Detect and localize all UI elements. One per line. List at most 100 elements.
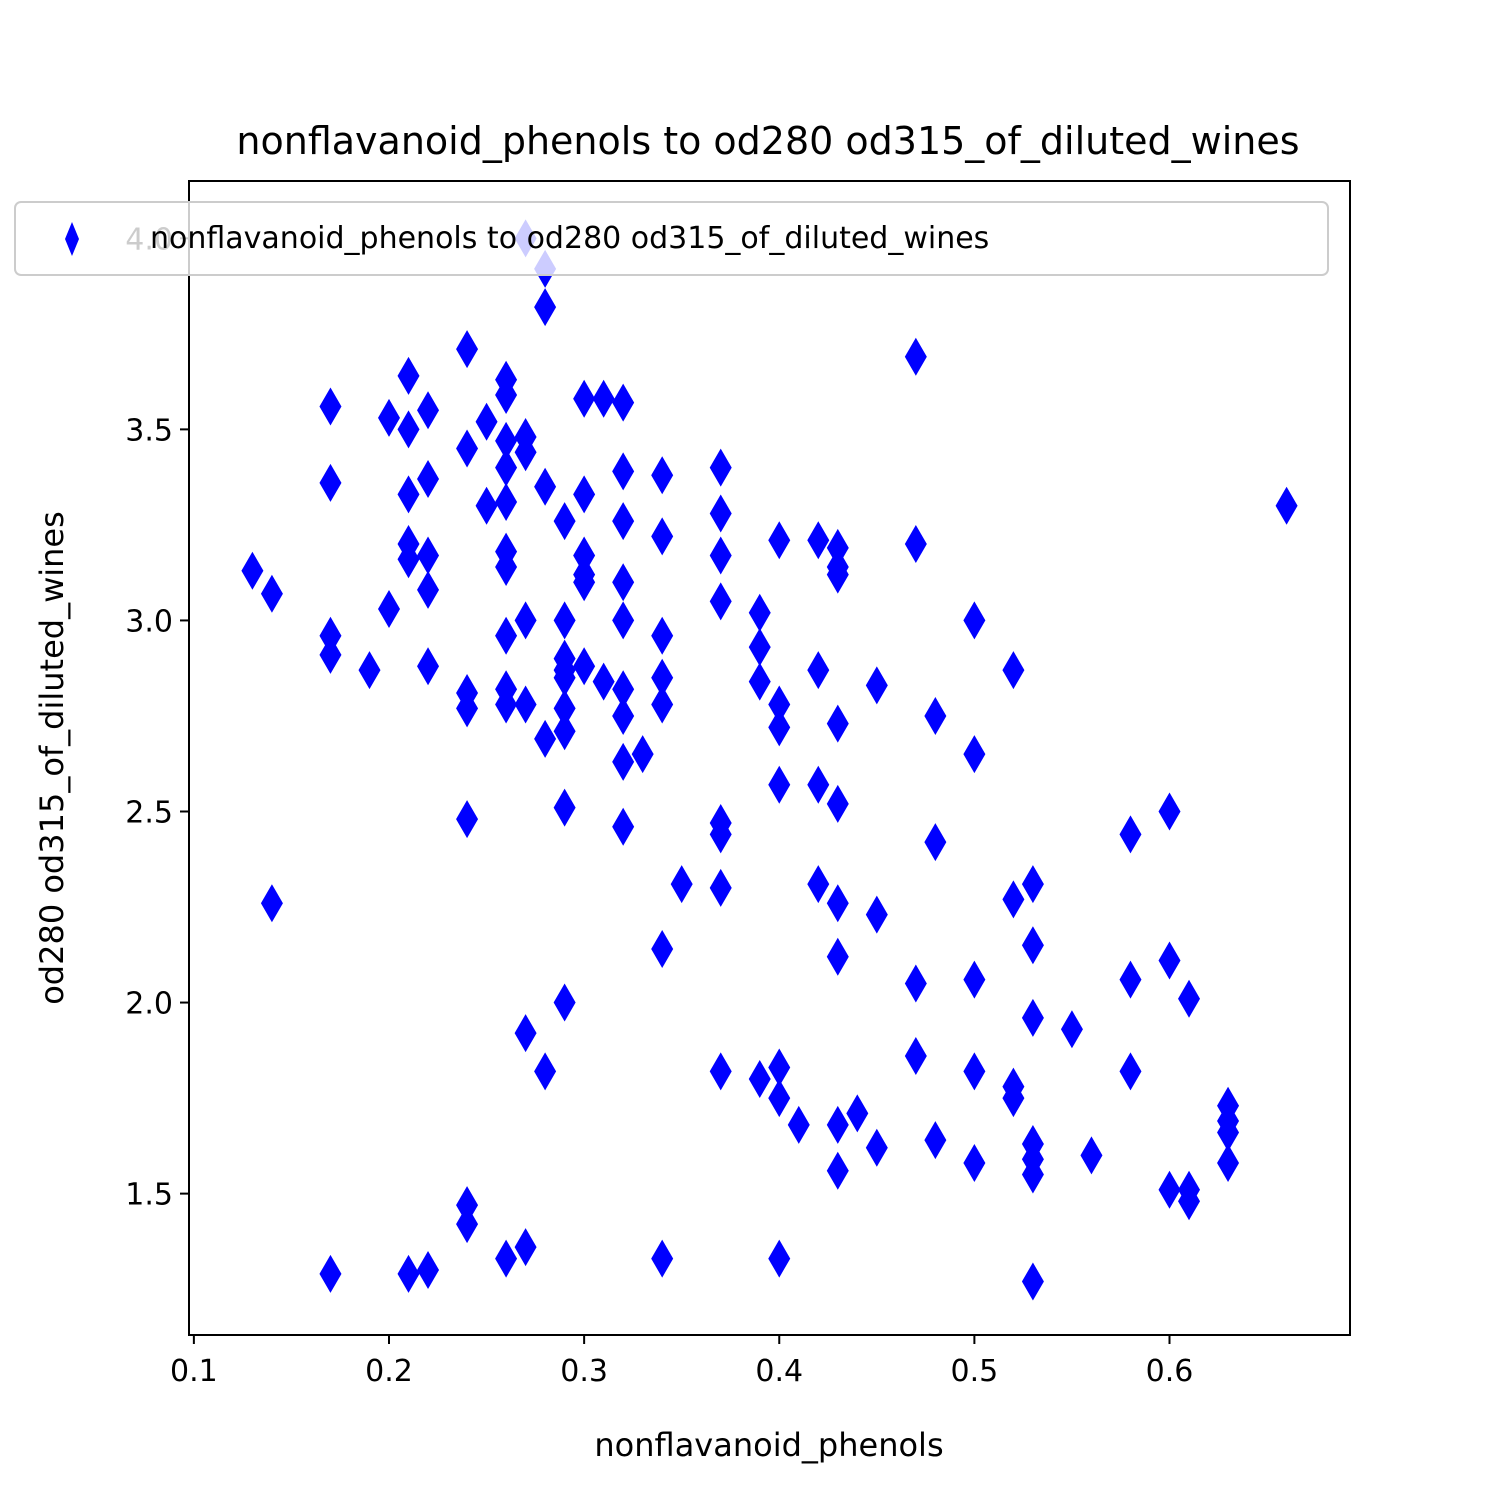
- data-point: [1158, 941, 1181, 980]
- data-point: [904, 1037, 927, 1076]
- data-point: [709, 448, 732, 487]
- legend-entry-label: nonflavanoid_phenols to od280 od315_of_d…: [150, 221, 989, 256]
- data-point: [709, 868, 732, 907]
- data-point: [1021, 998, 1044, 1037]
- data-point: [495, 1239, 518, 1278]
- data-point: [865, 895, 888, 934]
- data-point: [1178, 1182, 1201, 1221]
- data-point: [534, 288, 557, 327]
- data-point: [397, 475, 420, 514]
- data-point: [826, 1105, 849, 1144]
- data-point: [495, 685, 518, 724]
- data-point: [612, 807, 635, 846]
- data-point: [1060, 1010, 1083, 1049]
- data-point: [397, 410, 420, 449]
- data-point: [417, 536, 440, 575]
- data-point: [1002, 1079, 1025, 1118]
- data-point: [1021, 926, 1044, 965]
- y-tick-label: 2.5: [125, 795, 173, 830]
- data-point: [807, 651, 830, 690]
- data-point: [904, 525, 927, 564]
- data-point: [748, 593, 771, 632]
- data-point: [963, 1052, 986, 1091]
- data-point: [612, 670, 635, 709]
- data-point: [826, 1151, 849, 1190]
- data-point: [768, 1079, 791, 1118]
- x-tick-label: 0.4: [755, 1354, 803, 1389]
- data-point: [534, 1052, 557, 1091]
- data-point: [534, 467, 557, 506]
- data-point: [651, 456, 674, 495]
- data-point: [417, 647, 440, 686]
- data-point: [534, 719, 557, 758]
- data-point: [826, 555, 849, 594]
- data-point: [495, 421, 518, 460]
- x-axis-ticks: 0.1 0.2 0.3 0.4 0.5 0.6: [170, 1335, 1193, 1389]
- x-tick-label: 0.6: [1146, 1354, 1194, 1389]
- data-point: [1119, 815, 1142, 854]
- data-point: [1119, 1052, 1142, 1091]
- chart-title: nonflavanoid_phenols to od280 od315_of_d…: [236, 119, 1299, 163]
- data-point: [553, 712, 576, 751]
- data-point: [514, 1014, 537, 1053]
- data-point: [963, 601, 986, 640]
- data-point: [573, 475, 596, 514]
- data-point: [651, 517, 674, 556]
- x-axis-label: nonflavanoid_phenols: [594, 1426, 943, 1464]
- data-point: [241, 551, 264, 590]
- data-point: [924, 1121, 947, 1160]
- legend-marker-diamond: [65, 222, 79, 256]
- data-point: [826, 937, 849, 976]
- data-point: [495, 375, 518, 414]
- data-point: [612, 383, 635, 422]
- data-point: [397, 1254, 420, 1293]
- data-point: [553, 788, 576, 827]
- data-point: [612, 563, 635, 602]
- data-point: [495, 616, 518, 655]
- data-point: [826, 528, 849, 567]
- data-point: [1021, 1155, 1044, 1194]
- data-point: [924, 823, 947, 862]
- data-point: [319, 616, 342, 655]
- data-point: [495, 448, 518, 487]
- data-point: [924, 696, 947, 735]
- data-point: [846, 1094, 869, 1133]
- data-point: [963, 960, 986, 999]
- data-point: [963, 1144, 986, 1183]
- data-point: [768, 685, 791, 724]
- y-tick-label: 3.0: [125, 604, 173, 639]
- data-point: [826, 784, 849, 823]
- data-point: [651, 616, 674, 655]
- data-point: [475, 486, 498, 525]
- data-point: [1275, 486, 1298, 525]
- data-point: [592, 662, 615, 701]
- data-point: [260, 574, 283, 613]
- data-point: [768, 1239, 791, 1278]
- data-point: [904, 337, 927, 376]
- data-point: [573, 563, 596, 602]
- data-point: [768, 765, 791, 804]
- data-point: [963, 735, 986, 774]
- data-point: [1158, 1170, 1181, 1209]
- data-point: [612, 696, 635, 735]
- data-point: [709, 815, 732, 854]
- y-axis-label: od280 od315_of_diluted_wines: [33, 511, 71, 1005]
- data-point: [651, 1239, 674, 1278]
- x-tick-label: 0.1: [170, 1354, 218, 1389]
- data-point: [475, 402, 498, 441]
- data-point: [1080, 1136, 1103, 1175]
- data-point: [1002, 880, 1025, 919]
- data-point: [495, 482, 518, 521]
- data-point: [865, 666, 888, 705]
- data-point: [456, 1205, 479, 1244]
- data-point: [1002, 651, 1025, 690]
- data-point: [553, 689, 576, 728]
- data-point: [319, 387, 342, 426]
- data-point: [768, 521, 791, 560]
- plot-area-frame: [188, 180, 1351, 1336]
- data-point: [768, 1048, 791, 1087]
- data-point: [514, 1228, 537, 1267]
- y-tick-label: 1.5: [125, 1178, 173, 1213]
- data-point: [397, 540, 420, 579]
